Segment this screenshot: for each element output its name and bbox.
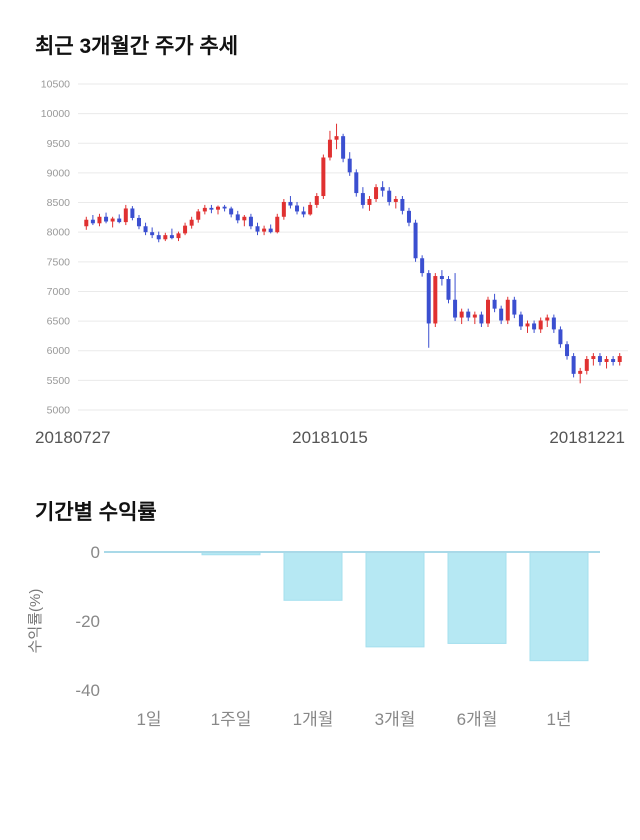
returns-title: 기간별 수익률 [35, 501, 157, 524]
svg-text:6500: 6500 [47, 316, 71, 328]
svg-text:-40: -40 [75, 681, 100, 700]
svg-text:5500: 5500 [47, 375, 71, 387]
svg-text:1년: 1년 [546, 710, 571, 729]
svg-text:수익률(%): 수익률(%) [27, 589, 44, 654]
svg-text:9000: 9000 [47, 167, 71, 179]
price-candlestick-chart: 5000 5500 6000 6500 7000 7500 8000 8500 9000 9500… [41, 79, 628, 417]
svg-text:7500: 7500 [47, 256, 71, 268]
svg-text:-20: -20 [75, 612, 100, 631]
svg-text:10500: 10500 [41, 79, 70, 91]
date-label-start: 20180727 [35, 428, 111, 447]
svg-text:0: 0 [91, 543, 100, 562]
date-label-end: 20181221 [549, 428, 625, 447]
price-trend-title: 최근 3개월간 주가 추세 [35, 35, 239, 58]
svg-text:7000: 7000 [47, 286, 71, 298]
date-label-mid: 20181015 [292, 428, 368, 447]
svg-text:1일: 1일 [136, 710, 161, 729]
svg-text:3개월: 3개월 [375, 710, 416, 729]
svg-text:8500: 8500 [47, 197, 71, 209]
page: 최근 3개월간 주가 추세 5000 5500 6000 6500 7000 7500 80… [0, 30, 640, 755]
svg-text:8000: 8000 [47, 227, 71, 239]
x-axis-date-labels: 20180727 20181015 20181221 [0, 424, 640, 448]
returns-bar-chart: 0 -20 -40 수익률(%) 1일 1주일 1개월 3개월 6개월 1년 [27, 543, 600, 729]
svg-text:5000: 5000 [47, 405, 71, 417]
svg-text:10000: 10000 [41, 108, 70, 120]
svg-text:1개월: 1개월 [293, 710, 334, 729]
svg-text:6개월: 6개월 [457, 710, 498, 729]
svg-text:9500: 9500 [47, 138, 71, 150]
svg-text:6000: 6000 [47, 345, 71, 357]
svg-text:1주일: 1주일 [211, 710, 252, 729]
